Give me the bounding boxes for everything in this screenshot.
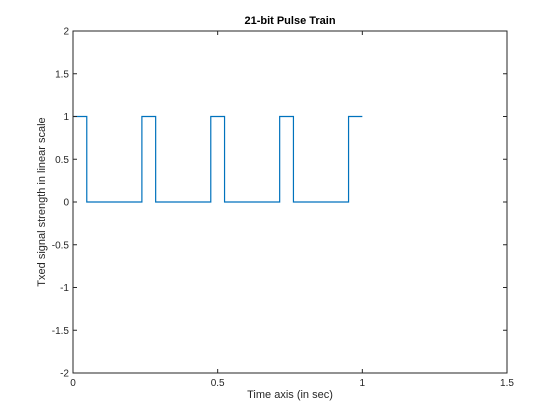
y-tick-label: -1.5 [52, 326, 70, 337]
chart-title: 21-bit Pulse Train [244, 15, 335, 27]
x-tick-label: 0.5 [211, 378, 225, 389]
y-tick-label: 1 [63, 112, 69, 123]
ticks-layer: 0 0.5 1 1.5 -2 -1.5 -1 -0.5 0 0.5 1 1.5 2 [52, 27, 515, 390]
y-tick-label: 1.5 [55, 69, 69, 80]
y-tick-label: -0.5 [52, 240, 70, 251]
y-tick-label: -1 [60, 283, 69, 294]
y-tick-label: 0.5 [55, 155, 69, 166]
x-tick-label: 1 [360, 378, 366, 389]
series-layer [73, 115, 363, 203]
y-tick-label: -2 [60, 369, 69, 380]
y-tick-label: 0 [63, 198, 69, 209]
y-tick-label: 2 [63, 27, 69, 38]
x-tick-label: 0 [70, 378, 76, 389]
plot-area [73, 31, 507, 373]
x-axis-label: Time axis (in sec) [247, 389, 333, 401]
y-axis-label: Txed signal strength in linear scale [36, 117, 48, 286]
x-tick-label: 1.5 [500, 378, 514, 389]
pulse-train-line [73, 115, 363, 203]
